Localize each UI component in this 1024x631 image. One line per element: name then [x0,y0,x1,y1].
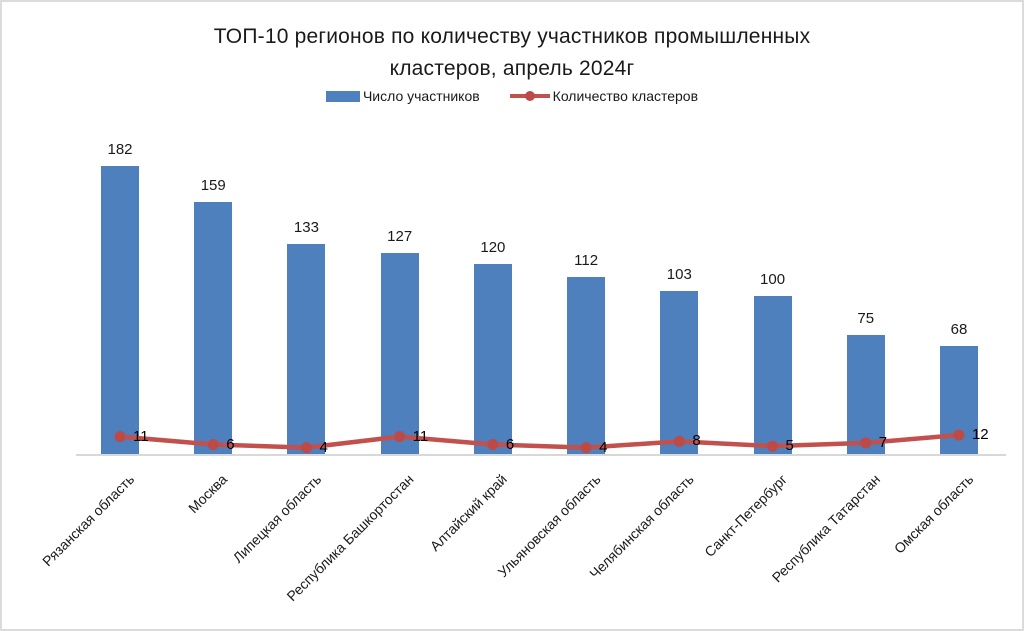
line-marker [860,437,872,449]
legend-label-participants: Число участников [362,88,480,104]
participants-bar [567,277,606,454]
legend-item-clusters: Количество кластеров [509,88,699,104]
line-value-label: 8 [692,432,701,450]
line-swatch-dot [524,91,535,101]
bar-value-label: 103 [666,266,692,283]
line-marker [394,431,406,443]
line-value-label: 12 [971,426,989,443]
line-marker [673,435,685,447]
bar-value-label: 127 [387,228,413,245]
bar-value-label: 120 [480,239,506,256]
line-value-label: 6 [505,435,515,453]
chart-title: ТОП-10 регионов по количеству участников… [2,21,1022,85]
clusters-line [117,432,962,450]
bar-value-label: 133 [293,219,319,236]
line-marker [207,439,219,451]
participants-bar [846,335,885,454]
participants-bar [473,264,512,454]
line-marker [487,439,499,451]
bar-value-label: 68 [950,321,968,338]
participants-bar [660,291,699,454]
bar-value-label: 75 [857,310,875,327]
participants-bar [101,166,139,454]
participants-bar [287,244,326,454]
line-marker [953,429,965,441]
legend-label-clusters: Количество кластеров [552,88,699,104]
x-axis-line [76,454,1006,456]
line-marker-icon [509,90,550,102]
participants-bar [194,202,233,454]
line-value-label: 6 [226,435,235,453]
chart-title-line1: ТОП-10 регионов по количеству участников… [213,25,811,48]
line-marker [114,431,126,443]
line-value-label: 7 [878,433,888,451]
line-value-label: 4 [599,438,608,456]
participants-bar [753,296,792,454]
chart-title-line2: кластеров, апрель 2024г [389,57,635,80]
bar-value-label: 112 [574,252,599,269]
participants-bar [380,253,419,454]
line-value-label: 5 [785,437,794,455]
line-value-label: 11 [412,427,429,445]
bar-value-label: 182 [107,141,133,158]
line-marker [767,440,779,452]
legend-item-participants: Число участников [325,88,480,104]
line-marker [580,442,592,454]
bar-value-label: 159 [200,177,226,194]
line-marker [300,442,312,454]
line-value-label: 11 [133,427,149,445]
bar-swatch-icon [325,90,360,102]
legend: Число участников Количество кластеров [2,88,1022,104]
bar-value-label: 100 [760,271,786,288]
line-value-label: 4 [319,438,328,456]
